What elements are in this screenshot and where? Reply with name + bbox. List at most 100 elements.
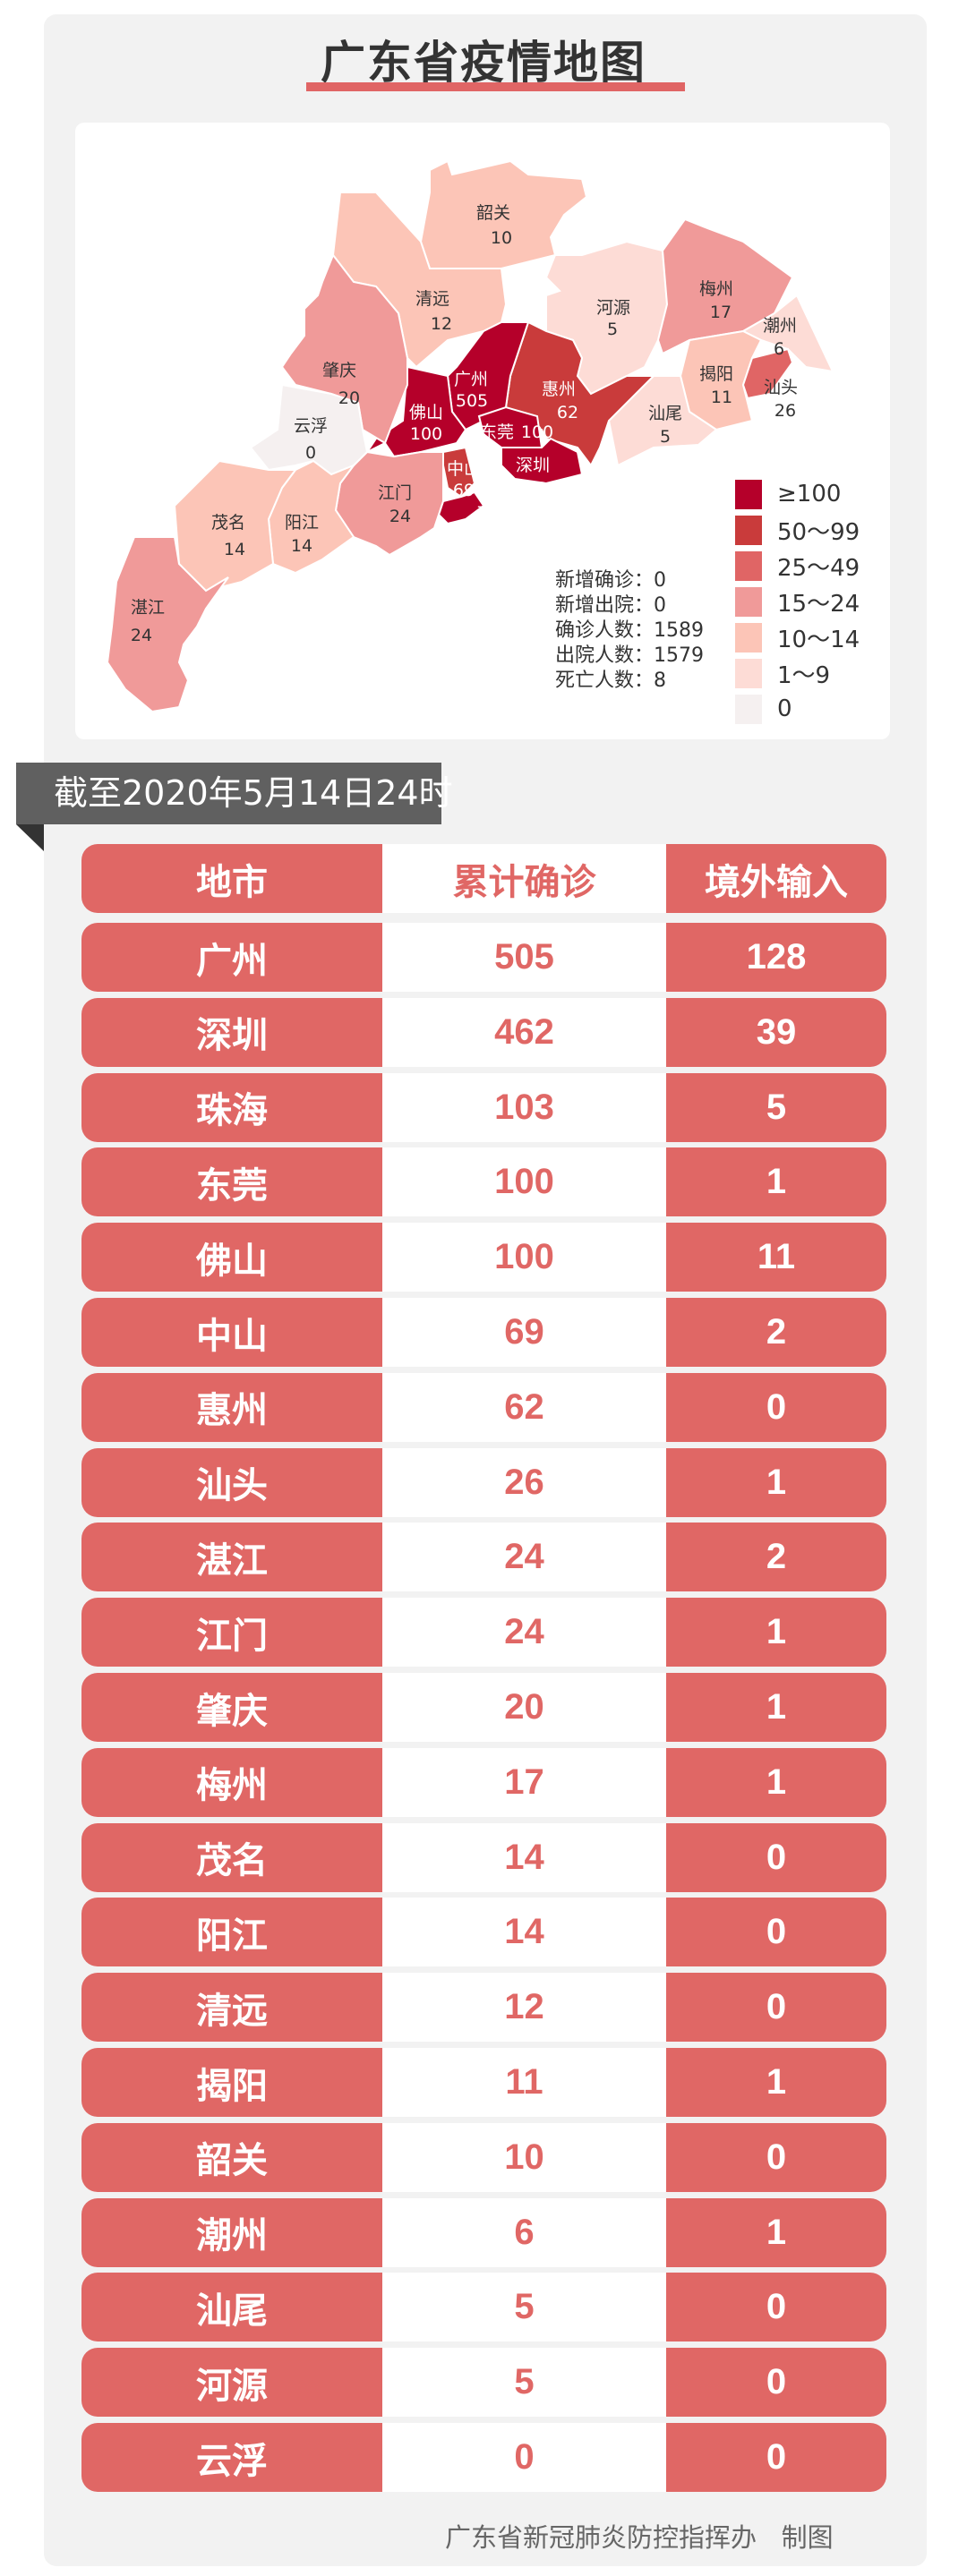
legend-label: ≥100 — [777, 481, 842, 508]
map-region-name: 茂名 — [211, 513, 245, 533]
stat-value: 0 — [654, 594, 667, 617]
table-row: 汕尾 5 0 — [81, 2273, 886, 2342]
total-confirmed-cell: 11 — [382, 2048, 666, 2117]
map-region-name: 汕尾 — [648, 404, 682, 423]
table-row: 湛江 24 2 — [81, 1523, 886, 1592]
stat-label: 死亡人数 — [555, 670, 635, 692]
city-cell: 中山 — [81, 1298, 382, 1367]
map-region — [607, 375, 718, 467]
map-region-name: 梅州 — [699, 279, 733, 299]
map-region-value: 462 — [516, 479, 548, 499]
legend-item: 0 — [735, 691, 860, 727]
legend-item: 25～49 — [735, 548, 860, 584]
city-cell: 地市 — [81, 844, 382, 913]
stat-value: 1579 — [654, 644, 705, 667]
total-confirmed-cell: 24 — [382, 1523, 666, 1592]
legend-label: 25～49 — [777, 554, 860, 582]
table-row: 云浮 0 0 — [81, 2423, 886, 2492]
total-confirmed-cell: 14 — [382, 1898, 666, 1967]
map-region-name: 佛山 — [409, 403, 443, 422]
stat-value: 8 — [654, 670, 667, 692]
map-region — [501, 437, 584, 485]
legend-item: 50～99 — [735, 512, 860, 548]
imported-cell: 2 — [666, 1298, 886, 1367]
map-region-value: 12 — [431, 314, 452, 334]
stat-value: 1589 — [654, 619, 705, 642]
imported-cell: 1 — [666, 1598, 886, 1668]
city-cell: 梅州 — [81, 1747, 382, 1817]
city-cell: 东莞 — [81, 1147, 382, 1217]
legend-swatch — [735, 694, 762, 724]
map-region-value: 62 — [557, 403, 578, 422]
stat-label: 出院人数 — [555, 644, 635, 667]
imported-cell: 39 — [666, 997, 886, 1067]
total-confirmed-cell: 10 — [382, 2122, 666, 2192]
map-region-name: 清远 — [415, 289, 449, 309]
date-banner: 截至2020年5月14日24时 — [16, 763, 453, 824]
map-region-name: 江门 — [378, 483, 412, 503]
total-confirmed-cell: 12 — [382, 1973, 666, 2043]
city-cell: 湛江 — [81, 1523, 382, 1592]
total-confirmed-cell: 100 — [382, 1223, 666, 1292]
map-region-name: 揭阳 — [699, 364, 733, 384]
table-row: 东莞 100 1 — [81, 1147, 886, 1217]
map-region-name: 广州 — [454, 370, 488, 389]
map-region-name: 云浮 — [294, 416, 328, 436]
city-cell: 阳江 — [81, 1898, 382, 1967]
legend-item: ≥100 — [735, 476, 860, 512]
table-row: 清远 12 0 — [81, 1973, 886, 2043]
footer-suffix: 制图 — [781, 2522, 834, 2553]
map-region-name: 珠海 — [477, 504, 511, 524]
city-cell: 汕尾 — [81, 2273, 382, 2342]
legend-item: 1～9 — [735, 655, 860, 691]
map-region-value: 100 — [410, 424, 442, 444]
imported-cell: 1 — [666, 1147, 886, 1217]
legend-label: 15～24 — [777, 590, 860, 618]
stat-line: 出院人数：1579 — [555, 644, 705, 667]
map-region-value: 24 — [131, 626, 152, 645]
imported-cell: 128 — [666, 923, 886, 992]
imported-cell: 0 — [666, 1898, 886, 1967]
total-confirmed-cell: 100 — [382, 1147, 666, 1217]
imported-cell: 11 — [666, 1223, 886, 1292]
map-region-name: 肇庆 — [322, 361, 356, 380]
table-row: 惠州 62 0 — [81, 1372, 886, 1442]
map-region-name: 中山 — [447, 459, 481, 479]
stat-label: 新增出院 — [555, 594, 635, 617]
imported-cell: 0 — [666, 1372, 886, 1442]
map-region-value: 24 — [389, 507, 411, 526]
total-confirmed-cell: 62 — [382, 1372, 666, 1442]
map-region-value: 26 — [774, 401, 796, 421]
map-region-value: 5 — [607, 320, 618, 339]
imported-cell: 0 — [666, 1822, 886, 1892]
stats-summary: 新增确诊：0 新增出院：0 确诊人数：1589 出院人数：1579 死亡人数：8 — [555, 568, 704, 694]
table-row: 广州 505 128 — [81, 923, 886, 992]
map-region — [106, 536, 229, 713]
table-row: 韶关 10 0 — [81, 2122, 886, 2192]
legend-swatch — [735, 550, 762, 581]
city-cell: 广州 — [81, 923, 382, 992]
map-panel: 韶关 10 清远 12 河源 5 梅州 17 潮州 6 揭阳 11 汕头 26 汕尾 5 惠州 62 广州 505 东莞… — [75, 123, 890, 739]
stat-label: 确诊人数 — [555, 619, 635, 642]
city-cell: 惠州 — [81, 1372, 382, 1442]
city-cell: 潮州 — [81, 2197, 382, 2267]
map-region-name: 湛江 — [131, 598, 165, 618]
map-region-name: 东莞 — [480, 422, 514, 442]
table-row: 阳江 14 0 — [81, 1898, 886, 1967]
city-cell: 揭阳 — [81, 2048, 382, 2117]
map-region-name: 深圳 — [516, 456, 550, 475]
map-region-value: 6 — [774, 339, 784, 359]
total-confirmed-cell: 505 — [382, 923, 666, 992]
total-confirmed-cell: 累计确诊 — [382, 844, 666, 913]
city-cell: 云浮 — [81, 2423, 382, 2492]
table-row: 茂名 14 0 — [81, 1822, 886, 1892]
city-cell: 江门 — [81, 1598, 382, 1668]
table-row: 深圳 462 39 — [81, 997, 886, 1067]
imported-cell: 1 — [666, 1747, 886, 1817]
map-region — [437, 490, 485, 525]
total-confirmed-cell: 14 — [382, 1822, 666, 1892]
imported-cell: 1 — [666, 1673, 886, 1742]
map-region — [173, 459, 297, 593]
guangdong-map: 韶关 10 清远 12 河源 5 梅州 17 潮州 6 揭阳 11 汕头 26 汕尾 5 惠州 62 广州 505 东莞… — [106, 159, 834, 713]
stat-line: 确诊人数：1589 — [555, 619, 705, 642]
